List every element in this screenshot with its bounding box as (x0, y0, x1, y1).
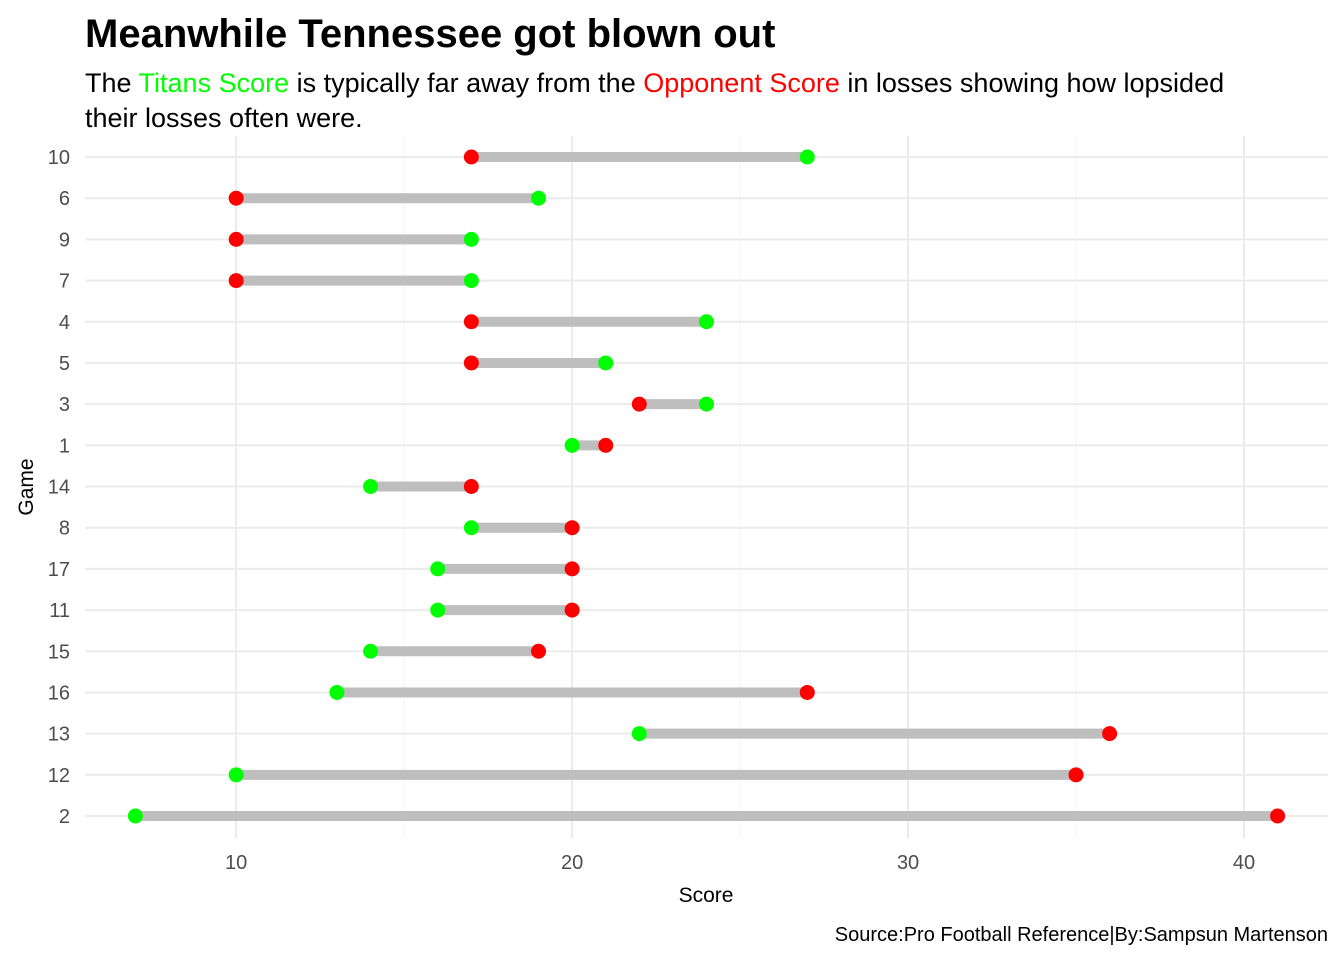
y-tick-label-game-9: 9 (59, 229, 70, 251)
titans-score-point-game-8 (463, 520, 479, 536)
y-tick-label-game-12: 12 (48, 765, 70, 787)
opponent-score-point-game-8 (564, 520, 580, 536)
y-tick-label-game-6: 6 (59, 188, 70, 210)
opponent-score-point-game-17 (564, 561, 580, 577)
x-tick-label: 30 (897, 852, 919, 874)
opponent-score-point-game-4 (463, 314, 479, 330)
y-tick-label-game-2: 2 (59, 806, 70, 828)
opponent-score-point-game-9 (228, 231, 244, 247)
y-tick-label-game-8: 8 (59, 518, 70, 540)
x-tick-label: 20 (561, 852, 583, 874)
y-tick-label-game-1: 1 (59, 435, 70, 457)
titans-score-point-game-10 (799, 149, 815, 165)
opponent-score-point-game-5 (463, 355, 479, 371)
x-axis-tick-labels: 10 20 30 40 (225, 852, 1255, 874)
subtitle-text-pre: The (85, 68, 139, 98)
dumbbell-segments (135, 152, 1278, 821)
y-tick-label-game-16: 16 (48, 682, 70, 704)
chart-caption: Source:Pro Football Reference|By:Sampsun… (835, 924, 1328, 946)
y-axis-tick-labels: 10 6 9 7 4 5 3 1 14 8 17 11 15 16 13 12 2 (48, 147, 70, 828)
y-tick-label-game-7: 7 (59, 271, 70, 293)
y-tick-label-game-13: 13 (48, 724, 70, 746)
opponent-score-point-game-6 (228, 190, 244, 206)
opponent-score-point-game-13 (1102, 726, 1118, 742)
x-axis-title: Score (679, 884, 734, 907)
titans-score-point-game-4 (699, 314, 714, 330)
dumbbell-points (127, 149, 1286, 824)
y-tick-label-game-10: 10 (48, 147, 70, 169)
subtitle-text-mid: is typically far away from the (289, 68, 643, 98)
titans-score-point-game-1 (564, 437, 580, 453)
titans-score-point-game-2 (127, 808, 143, 824)
titans-score-point-game-9 (463, 231, 479, 247)
opponent-score-point-game-11 (564, 602, 580, 618)
titans-score-point-game-17 (430, 561, 446, 577)
chart-subtitle-line-2: their losses often were. (85, 103, 363, 133)
titans-score-point-game-7 (463, 273, 479, 289)
opponent-score-point-game-12 (1068, 767, 1084, 783)
y-tick-label-game-14: 14 (48, 477, 70, 499)
y-tick-label-game-11: 11 (49, 600, 70, 622)
y-axis-title: Game (15, 458, 38, 515)
titans-score-point-game-11 (430, 602, 446, 618)
y-tick-label-game-5: 5 (59, 353, 70, 375)
opponent-score-point-game-10 (463, 149, 479, 165)
x-tick-label: 40 (1233, 852, 1255, 874)
subtitle-text-post: in losses showing how lopsided (840, 68, 1224, 98)
opponent-score-point-game-14 (463, 479, 479, 494)
opponent-score-point-game-2 (1270, 808, 1286, 824)
titans-score-point-game-16 (329, 684, 345, 700)
titans-score-point-game-3 (699, 396, 714, 412)
opponent-score-point-game-16 (799, 684, 815, 700)
y-tick-label-game-4: 4 (59, 312, 70, 334)
titans-score-point-game-14 (363, 479, 379, 494)
titans-score-point-game-6 (531, 190, 547, 206)
opponent-score-point-game-1 (598, 437, 614, 453)
y-tick-label-game-3: 3 (59, 394, 70, 416)
opponent-score-point-game-15 (531, 643, 547, 659)
chart-title: Meanwhile Tennessee got blown out (85, 12, 775, 56)
subtitle-titans-score-label: Titans Score (139, 68, 290, 98)
x-tick-label: 10 (225, 852, 247, 874)
titans-score-point-game-12 (228, 767, 244, 783)
opponent-score-point-game-3 (631, 396, 647, 412)
chart-subtitle-line-1: The Titans Score is typically far away f… (85, 68, 1224, 98)
subtitle-opponent-score-label: Opponent Score (643, 68, 840, 98)
opponent-score-point-game-7 (228, 273, 244, 289)
y-tick-label-game-15: 15 (48, 641, 70, 663)
y-tick-label-game-17: 17 (48, 559, 70, 581)
titans-score-point-game-5 (598, 355, 614, 371)
titans-score-point-game-15 (363, 643, 379, 659)
titans-score-point-game-13 (631, 726, 647, 742)
